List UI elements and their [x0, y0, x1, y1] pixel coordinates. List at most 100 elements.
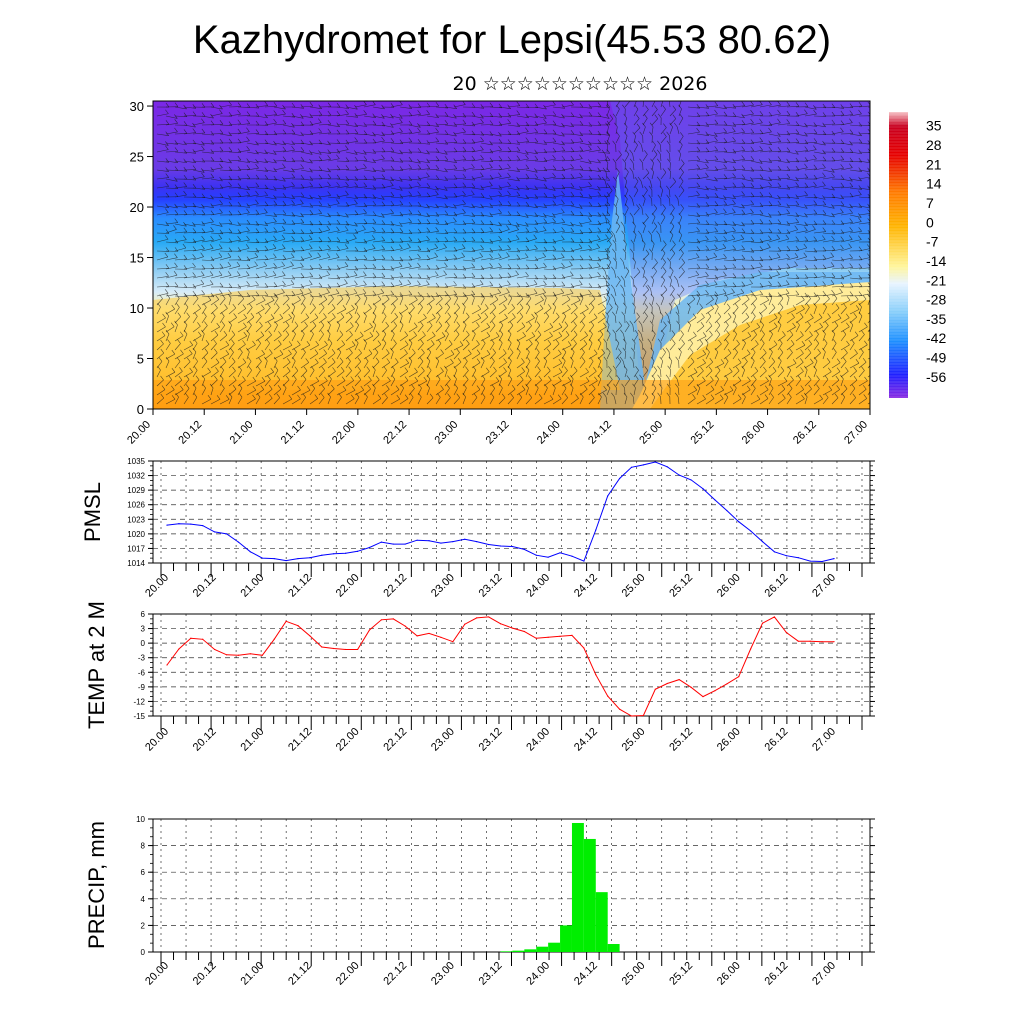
colorbar-labels: 35 28 21 14 7 0 -7 -14 -21 -28 -35 -42 -49 -56: [926, 118, 946, 385]
data-point: [821, 560, 823, 563]
y-tick-label: 15: [130, 251, 144, 266]
data-point: [559, 635, 561, 637]
data-point: [726, 683, 728, 685]
data-point: [202, 525, 204, 527]
data-point: [452, 641, 454, 643]
colorbar-label: -21: [926, 272, 946, 288]
y-tick-label: 6: [141, 868, 146, 877]
x-tick-label: 22.00: [334, 960, 362, 988]
heatmap-panel: 0 5 10 15 20 25 30 20.00 20.12 21.00 21.12 22.00 22…: [125, 99, 871, 447]
x-tick-label: 24.00: [535, 419, 563, 447]
data-point: [607, 495, 609, 497]
data-point: [345, 552, 347, 554]
data-point: [702, 695, 704, 698]
data-point: [309, 557, 311, 559]
data-point: [273, 638, 275, 640]
y-tick-label: 1020: [127, 530, 145, 539]
data-point: [261, 654, 263, 656]
data-point: [619, 708, 621, 710]
data-point: [583, 647, 585, 649]
data-point: [523, 630, 525, 633]
data-point: [773, 616, 776, 618]
colorbar: 35 28 21 14 7 0 -7 -14 -21 -28 -35 -42 -49 -56: [889, 111, 946, 398]
precip-bar: [548, 942, 561, 952]
y-tick-label: 10: [130, 301, 144, 316]
data-point: [416, 635, 418, 637]
data-point: [380, 619, 382, 621]
data-point: [642, 714, 645, 717]
data-point: [166, 524, 168, 526]
x-tick-label: 21.00: [238, 960, 266, 988]
data-point: [404, 625, 406, 627]
y-tick-label: 10: [136, 815, 145, 824]
y-tick-label: -3: [138, 654, 146, 663]
x-tick-label: 21.12: [279, 419, 307, 447]
y-tick-label: 0: [141, 639, 146, 648]
x-tick-label: 23.00: [429, 726, 457, 754]
y-tick-label: 1023: [127, 515, 145, 524]
y-tick-label: 5: [137, 352, 144, 367]
data-point: [809, 640, 811, 642]
data-point: [261, 557, 263, 559]
data-point: [464, 623, 466, 625]
data-point: [225, 533, 228, 535]
x-tick-label: 22.12: [381, 419, 409, 447]
data-point: [750, 648, 752, 650]
data-point: [368, 546, 371, 549]
data-point: [583, 560, 585, 562]
y-tick-label: 1026: [127, 501, 145, 510]
data-point: [190, 523, 192, 525]
data-point: [285, 559, 287, 562]
x-tick-label: 20.12: [191, 726, 219, 754]
x-tick-label: 26.12: [763, 572, 791, 600]
precip-bar: [560, 925, 572, 952]
colorbar-label: -42: [926, 330, 946, 346]
y-tick-label: -15: [133, 712, 145, 721]
colorbar-label: 21: [926, 156, 942, 172]
data-point: [750, 530, 752, 532]
x-tick-label: 22.00: [334, 572, 362, 600]
x-tick-label: 21.00: [238, 572, 266, 600]
data-point: [440, 542, 442, 544]
x-tick-label: 27.00: [810, 726, 838, 754]
colorbar-label: 14: [926, 176, 942, 192]
data-point: [642, 464, 645, 466]
x-tick-label: 23.12: [477, 572, 505, 600]
data-point: [821, 641, 823, 643]
y-tick-label: 30: [130, 99, 144, 114]
data-point: [630, 466, 633, 468]
temp-panel: TEMP at 2 M 6 3 0 -3 -6 -9 -12 -15 20.00 20.12 21.0…: [84, 601, 875, 754]
data-point: [595, 674, 597, 676]
x-tick-label: 25.00: [620, 572, 648, 600]
colorbar-label: 28: [926, 137, 942, 153]
data-point: [309, 635, 311, 637]
data-point: [404, 543, 406, 545]
x-tick-label: 21.12: [286, 726, 314, 754]
data-point: [678, 678, 680, 681]
precip-bar: [571, 822, 584, 952]
y-tick-label: 1017: [127, 544, 145, 553]
x-tick-label: 21.00: [238, 726, 266, 754]
data-point: [297, 558, 299, 560]
x-tick-label: 24.00: [524, 726, 552, 754]
x-tick-label: 20.12: [176, 419, 204, 447]
data-point: [237, 654, 240, 656]
precip-panel: PRECIP, mm 0 2 4 6 8 10 20.00 20.12 21.00 21.12 22.…: [84, 815, 875, 988]
data-point: [178, 648, 180, 650]
colorbar-label: 7: [926, 195, 934, 211]
data-point: [797, 557, 799, 559]
x-tick-label: 25.12: [667, 572, 695, 600]
data-point: [297, 625, 299, 627]
heatmap-x-axis: 20.00 20.12 21.00 21.12 22.00 22.12 23.00 23.12…: [125, 409, 871, 447]
data-point: [654, 688, 656, 690]
x-tick-label: 22.00: [330, 419, 358, 447]
x-tick-label: 23.12: [477, 726, 505, 754]
data-point: [392, 618, 394, 620]
data-point: [547, 636, 549, 638]
data-point: [392, 543, 394, 545]
data-point: [535, 637, 537, 639]
x-tick-label: 24.12: [572, 960, 600, 988]
x-tick-label: 21.00: [228, 419, 256, 447]
data-point: [511, 545, 514, 548]
data-point: [464, 538, 466, 540]
